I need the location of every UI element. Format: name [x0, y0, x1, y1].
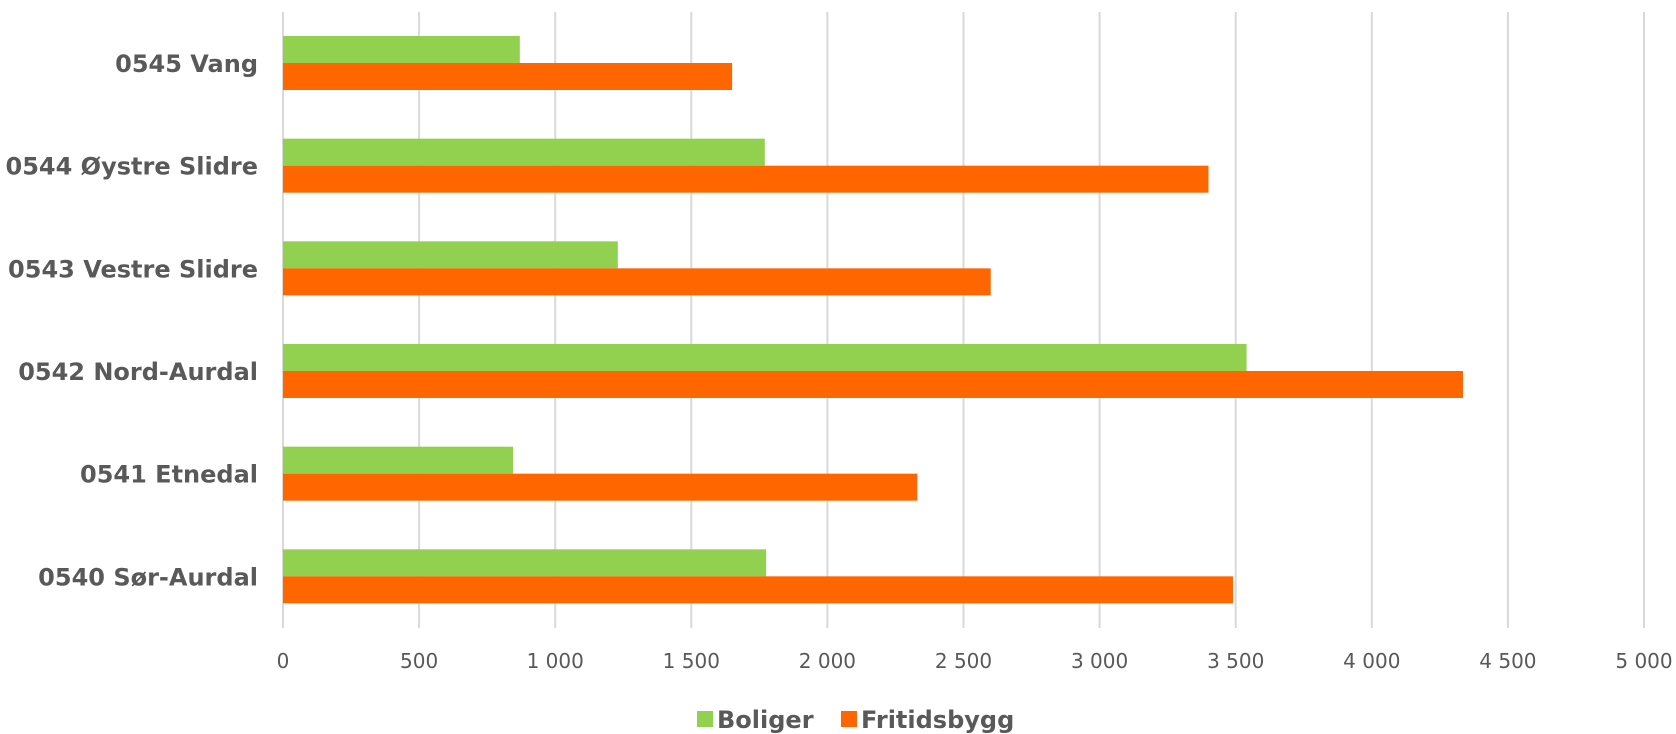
bar-boliger [283, 549, 767, 577]
category-label: 0542 Nord-Aurdal [18, 358, 258, 386]
bar-fritidsbygg [283, 576, 1233, 604]
x-tick-label: 5 000 [1615, 649, 1672, 673]
category-label: 0545 Vang [115, 50, 258, 78]
x-tick-label: 3 000 [1071, 649, 1128, 673]
legend-swatch-fritidsbygg [841, 711, 857, 727]
category-labels: 0545 Vang 0544 Øystre Slidre 0543 Vestre S… [6, 50, 258, 591]
category-label: 0540 Sør-Aurdal [38, 563, 258, 591]
legend-item-boliger[interactable]: Boliger [697, 706, 814, 734]
legend[interactable]: Boliger Fritidsbygg [697, 706, 1014, 734]
gridlines [282, 12, 1645, 628]
bar-fritidsbygg [283, 268, 991, 296]
x-tick-label: 500 [400, 649, 438, 673]
bar-fritidsbygg [283, 165, 1209, 193]
legend-label-boliger: Boliger [717, 706, 814, 734]
x-axis-tick-labels: 0 500 1 000 1 500 2 000 2 500 3 000 3 500 4 000 4… [277, 649, 1673, 673]
x-tick-label: 1 500 [663, 649, 720, 673]
bar-boliger [283, 241, 618, 269]
legend-label-fritidsbygg: Fritidsbygg [861, 706, 1014, 734]
bars [283, 36, 1463, 604]
bar-fritidsbygg [283, 63, 733, 90]
x-tick-label: 2 000 [799, 649, 856, 673]
bar-fritidsbygg [283, 473, 918, 501]
legend-item-fritidsbygg[interactable]: Fritidsbygg [841, 706, 1014, 734]
x-tick-label: 2 500 [935, 649, 992, 673]
bar-boliger [283, 446, 514, 474]
x-tick-label: 3 500 [1207, 649, 1264, 673]
x-tick-label: 4 000 [1343, 649, 1400, 673]
bar-fritidsbygg [283, 371, 1463, 398]
x-tick-label: 0 [277, 649, 290, 673]
bar-boliger [283, 138, 765, 166]
category-label: 0543 Vestre Slidre [8, 255, 258, 283]
x-tick-label: 4 500 [1479, 649, 1536, 673]
category-label: 0544 Øystre Slidre [6, 153, 258, 181]
legend-swatch-boliger [697, 711, 713, 727]
x-tick-label: 1 000 [527, 649, 584, 673]
bar-boliger [283, 344, 1247, 371]
category-label: 0541 Etnedal [80, 461, 258, 489]
bar-boliger [283, 36, 520, 63]
